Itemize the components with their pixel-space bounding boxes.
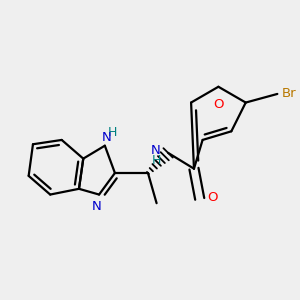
Text: Br: Br (282, 87, 296, 101)
Text: N: N (91, 200, 101, 213)
Text: O: O (213, 98, 224, 111)
Text: H: H (107, 126, 117, 139)
Text: N: N (151, 143, 161, 157)
Text: N: N (101, 131, 111, 144)
Text: H: H (152, 154, 161, 166)
Text: O: O (207, 191, 217, 204)
